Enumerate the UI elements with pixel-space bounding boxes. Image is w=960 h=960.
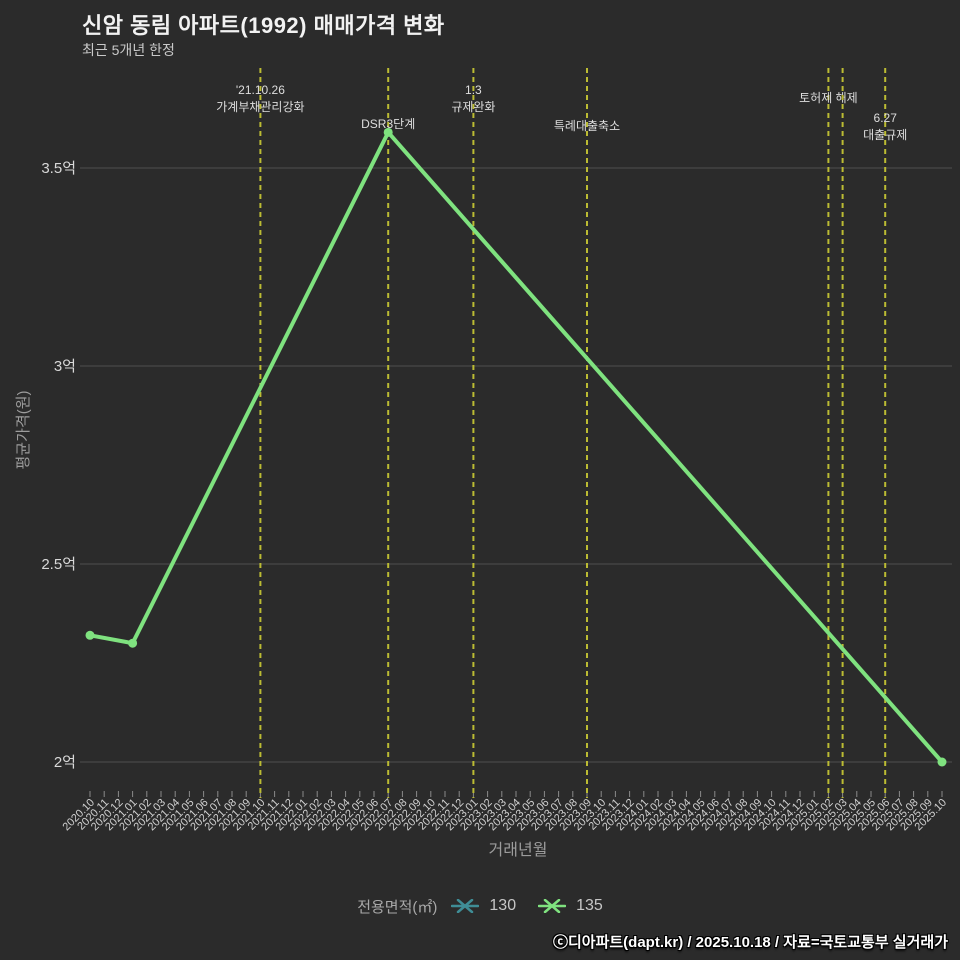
event-annotation: 특례대출축소	[554, 119, 620, 133]
event-annotation: DSR3단계	[361, 117, 415, 131]
legend-items: 130 135	[451, 897, 603, 915]
page-subtitle: 최근 5개년 한정	[82, 42, 175, 58]
data-point	[128, 638, 138, 648]
y-axis-title: 평균가격(원)	[15, 390, 32, 470]
legend: 전용면적(㎡) 130 135	[0, 893, 960, 919]
event-annotation: 규제완화	[451, 100, 495, 114]
event-annotation: 가계부채관리강화	[216, 100, 304, 114]
event-annotation: 1.3	[465, 83, 482, 97]
series-line-135	[88, 130, 944, 764]
legend-item-135: 135	[538, 897, 603, 915]
x-axis-title: 거래년월	[488, 842, 548, 859]
page-title: 신암 동림 아파트(1992) 매매가격 변화	[82, 13, 445, 38]
y-tick-label: 3억	[54, 358, 76, 375]
data-point	[937, 757, 947, 767]
legend-marker-icon	[538, 899, 567, 913]
event-annotation: '21.10.26	[236, 83, 285, 97]
data-point	[383, 127, 393, 137]
legend-label: 130	[489, 897, 517, 914]
y-tick-label: 2.5억	[41, 556, 76, 573]
legend-item-130: 130	[451, 897, 516, 915]
legend-title: 전용면적(㎡)	[357, 898, 438, 916]
y-tick-label: 3.5억	[41, 160, 76, 177]
legend-marker-icon	[451, 899, 480, 913]
data-point	[85, 630, 95, 640]
event-annotation: 대출규제	[863, 128, 907, 142]
footer-credit: ⓒ디아파트(dapt.kr) / 2025.10.18 / 자료=국토교통부 실…	[552, 934, 948, 951]
y-tick-label: 2억	[54, 754, 76, 771]
event-annotation: 6.27	[874, 111, 898, 125]
legend-label: 135	[576, 897, 603, 914]
event-annotation: 토허제 해제	[799, 91, 858, 105]
